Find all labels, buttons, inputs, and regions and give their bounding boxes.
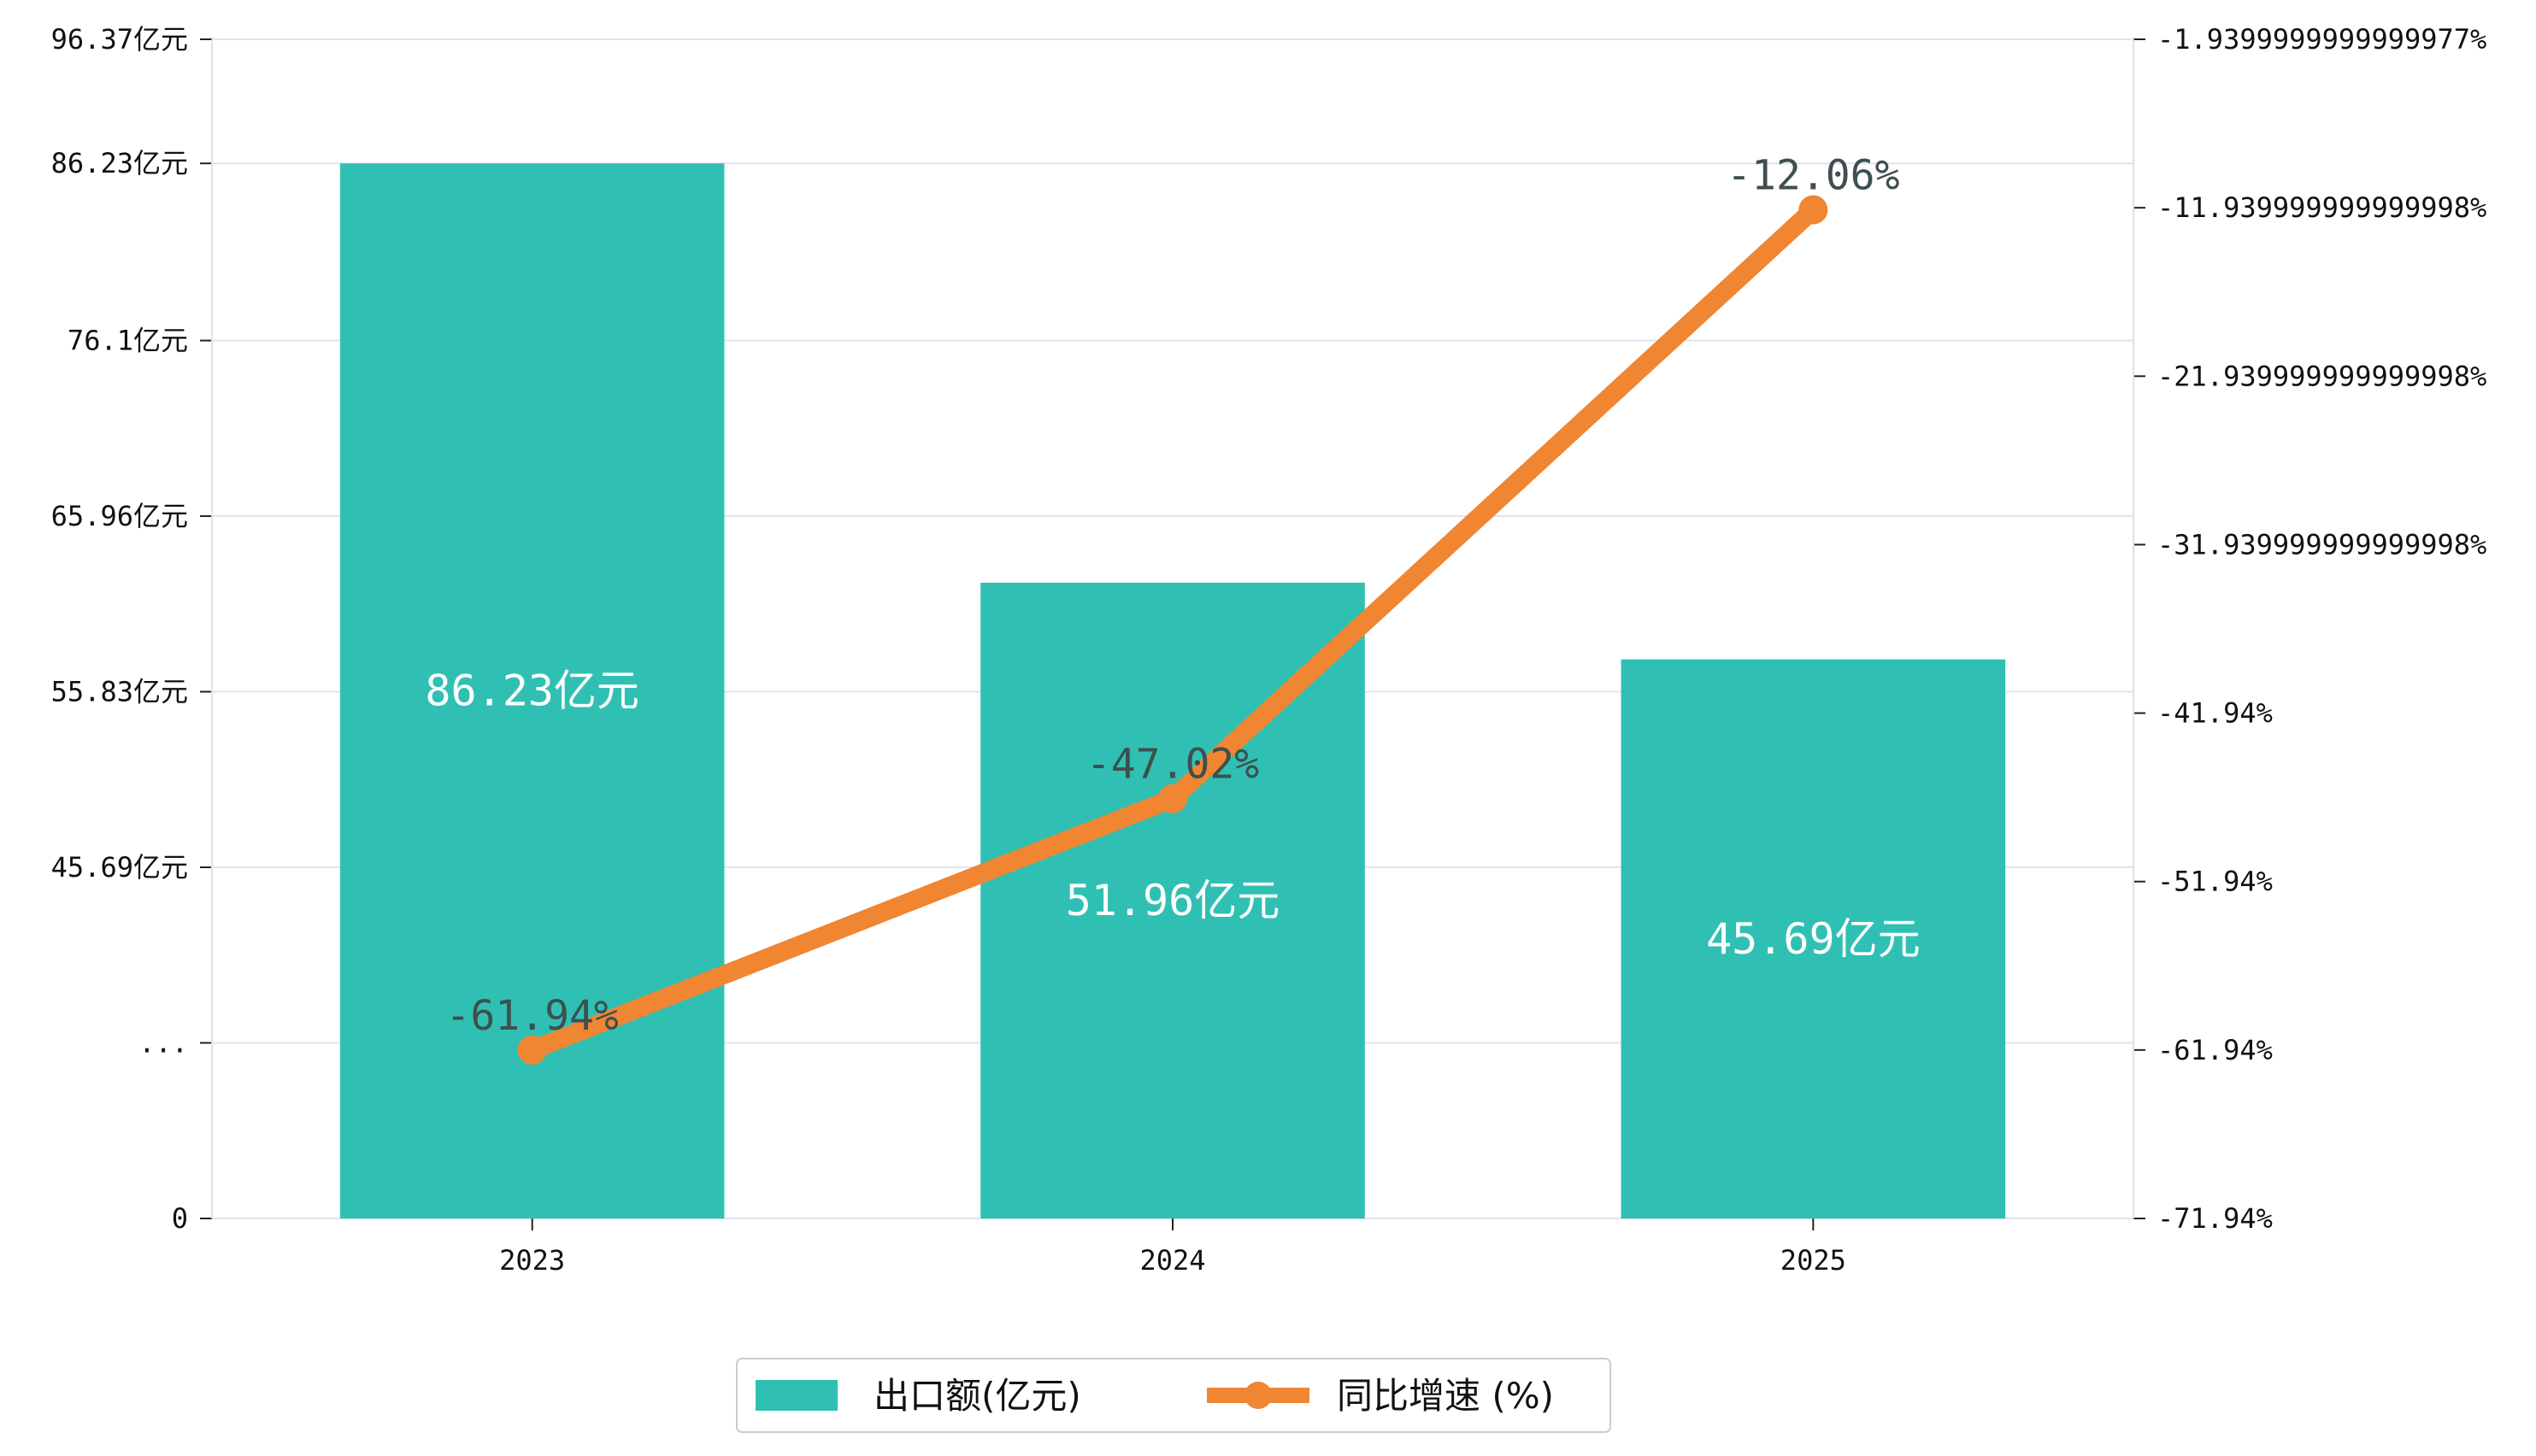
right-tick-label-4: -31.939999999999998% — [2157, 528, 2486, 561]
legend-line-label: 同比增速 (%) — [1337, 1375, 1554, 1417]
labels-layer: 86.23亿元 51.96亿元 45.69亿元 -61.94% -47.02% -12.0… — [425, 152, 1920, 1040]
growth-value-label-2025: -12.06% — [1727, 152, 1899, 200]
left-tick-label-6: 86.23亿元 — [51, 147, 188, 179]
right-tick-label-2: -51.94% — [2157, 866, 2273, 898]
bar-value-label-2024: 51.96亿元 — [1066, 876, 1280, 925]
line-layer — [517, 195, 1828, 1065]
right-tick-label-6: -11.939999999999998% — [2157, 191, 2486, 224]
left-tick-label-3: 55.83亿元 — [51, 676, 188, 708]
legend-box — [736, 1358, 1611, 1433]
bar-2025 — [1621, 659, 2006, 1218]
legend-line-marker — [1244, 1382, 1272, 1409]
x-tick-label-2: 2025 — [1780, 1244, 1846, 1277]
left-tick-label-1: ... — [138, 1027, 188, 1060]
legend-bar-swatch — [756, 1380, 838, 1411]
bar-value-label-2023: 86.23亿元 — [425, 666, 639, 716]
growth-point-2024 — [1158, 784, 1187, 813]
right-tick-label-3: -41.94% — [2157, 697, 2273, 730]
legend: 出口额(亿元) 同比增速 (%) — [736, 1358, 1611, 1433]
left-tick-label-0: 0 — [172, 1202, 188, 1235]
right-tick-label-7: -1.9399999999999977% — [2157, 23, 2486, 56]
left-tick-label-2: 45.69亿元 — [51, 851, 188, 884]
x-tick-label-1: 2024 — [1139, 1244, 1205, 1277]
growth-value-label-2024: -47.02% — [1086, 741, 1259, 789]
x-tick-label-0: 2023 — [499, 1244, 565, 1277]
left-tick-label-7: 96.37亿元 — [51, 23, 188, 56]
right-tick-label-0: -71.94% — [2157, 1202, 2273, 1235]
left-tick-label-5: 76.1亿元 — [68, 325, 188, 357]
right-tick-label-5: -21.939999999999998% — [2157, 360, 2486, 392]
right-tick-label-1: -61.94% — [2157, 1034, 2273, 1066]
growth-point-2025 — [1798, 195, 1828, 225]
legend-bar-label: 出口额(亿元) — [874, 1375, 1081, 1417]
axes-layer: 0... 45.69亿元 55.83亿元 65.96亿元 76.1亿元 86.23亿元 96… — [51, 23, 2487, 1277]
left-tick-label-4: 65.96亿元 — [51, 500, 188, 532]
growth-value-label-2023: -61.94% — [446, 992, 619, 1040]
bar-value-label-2025: 45.69亿元 — [1706, 914, 1921, 964]
growth-point-2023 — [517, 1035, 547, 1065]
